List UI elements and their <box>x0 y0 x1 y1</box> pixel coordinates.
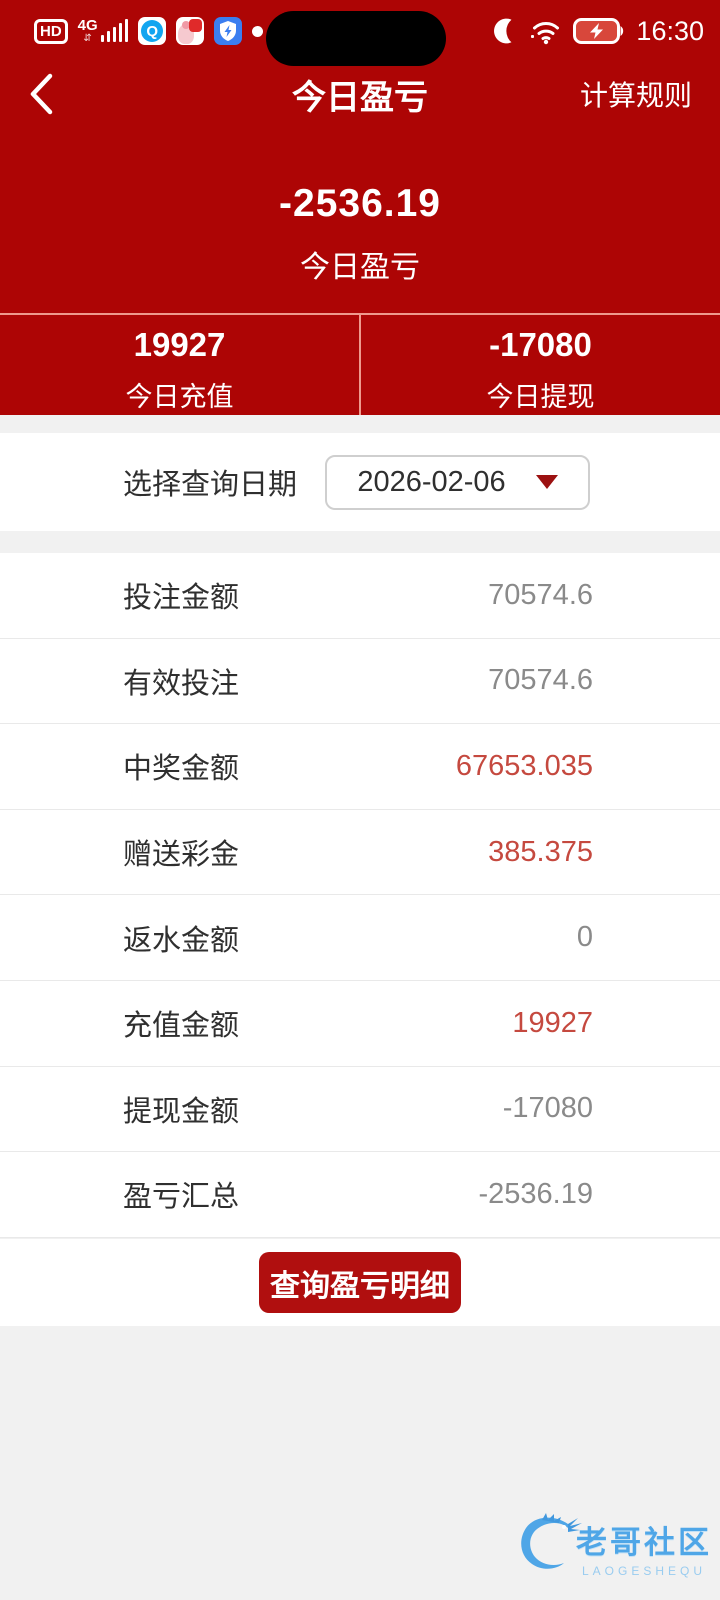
battery-charging-icon <box>573 17 625 45</box>
notification-dot-icon <box>252 25 264 37</box>
today-profit-loss-label: 今日盈亏 <box>300 251 420 284</box>
data-arrows-icon: ⇵ <box>83 33 92 44</box>
today-withdraw-cell: -17080 今日提现 <box>361 315 720 415</box>
selected-date: 2026-02-06 <box>357 465 506 498</box>
row-value: -17080 <box>502 1092 593 1125</box>
chevron-down-icon <box>535 475 558 489</box>
today-deposit-label: 今日充值 <box>125 382 234 412</box>
row-label: 赠送彩金 <box>123 839 240 872</box>
table-row: 充值金额 19927 <box>0 980 720 1067</box>
hd-badge: HD <box>34 18 68 44</box>
date-select-dropdown[interactable]: 2026-02-06 <box>325 454 591 510</box>
nav-bar: 今日盈亏 计算规则 <box>0 58 720 130</box>
row-label: 充值金额 <box>123 1010 240 1043</box>
button-section: 查询盈亏明细 <box>0 1239 720 1326</box>
dragon-logo-icon <box>521 1513 582 1569</box>
status-bar: HD 4G ⇵ Q <box>0 0 720 52</box>
network-type-label: 4G <box>77 17 98 34</box>
row-label: 投注金额 <box>123 582 240 615</box>
table-row: 投注金额 70574.6 <box>0 553 720 639</box>
watermark-subtitle: LAOGESHEQU <box>581 1564 707 1578</box>
row-value: 385.375 <box>488 835 593 868</box>
header-background: HD 4G ⇵ Q <box>0 0 720 415</box>
today-stats-strip: 19927 今日充值 -17080 今日提现 <box>0 313 720 415</box>
table-row: 返水金额 0 <box>0 895 720 981</box>
today-deposit-value: 19927 <box>133 326 226 363</box>
row-value: 19927 <box>512 1006 593 1039</box>
watermark-name: 老哥社区 <box>576 1525 712 1560</box>
date-picker-row: 选择查询日期 2026-02-06 <box>0 433 720 531</box>
qq-app-icon: Q <box>138 17 167 45</box>
community-watermark: 老哥社区 LAOGESHEQU <box>512 1510 712 1578</box>
today-profit-loss-amount: -2536.19 <box>279 182 441 225</box>
row-label: 有效投注 <box>123 667 240 700</box>
calculation-rules-link[interactable]: 计算规则 <box>579 80 692 111</box>
back-button[interactable] <box>28 72 54 116</box>
signal-bars-icon <box>100 18 129 42</box>
row-label: 返水金额 <box>123 924 240 957</box>
row-value: 0 <box>576 921 593 954</box>
table-row: 提现金额 -17080 <box>0 1066 720 1153</box>
row-value: -2536.19 <box>478 1177 594 1210</box>
query-profit-detail-button[interactable]: 查询盈亏明细 <box>259 1252 461 1313</box>
today-summary: -2536.19 今日盈亏 <box>0 182 720 286</box>
today-withdraw-label: 今日提现 <box>486 382 595 412</box>
table-row: 盈亏汇总 -2536.19 <box>0 1152 720 1238</box>
camera-cutout <box>266 11 446 66</box>
table-row: 中奖金额 67653.035 <box>0 724 720 810</box>
table-row: 有效投注 70574.6 <box>0 638 720 725</box>
report-list: 投注金额 70574.6 有效投注 70574.6 中奖金额 67653.035… <box>0 553 720 1238</box>
today-withdraw-value: -17080 <box>489 326 592 363</box>
clock-time: 16:30 <box>636 15 704 46</box>
row-label: 中奖金额 <box>123 753 240 786</box>
row-value: 70574.6 <box>488 664 593 697</box>
cellular-signal-icon: 4G ⇵ <box>78 18 129 44</box>
page-title: 今日盈亏 <box>292 78 428 117</box>
status-bar-right: 16:30 <box>491 16 704 47</box>
status-bar-left: HD 4G ⇵ Q <box>34 17 264 45</box>
row-label: 提现金额 <box>123 1095 240 1128</box>
row-value: 70574.6 <box>488 578 593 611</box>
moon-icon <box>494 18 512 44</box>
wifi-icon <box>531 21 560 44</box>
table-row: 赠送彩金 385.375 <box>0 809 720 896</box>
today-deposit-cell: 19927 今日充值 <box>0 315 361 415</box>
reading-app-icon <box>176 17 205 45</box>
date-picker-label: 选择查询日期 <box>123 469 298 501</box>
row-value: 67653.035 <box>455 749 593 782</box>
row-label: 盈亏汇总 <box>123 1181 240 1214</box>
shield-app-icon <box>214 17 243 45</box>
